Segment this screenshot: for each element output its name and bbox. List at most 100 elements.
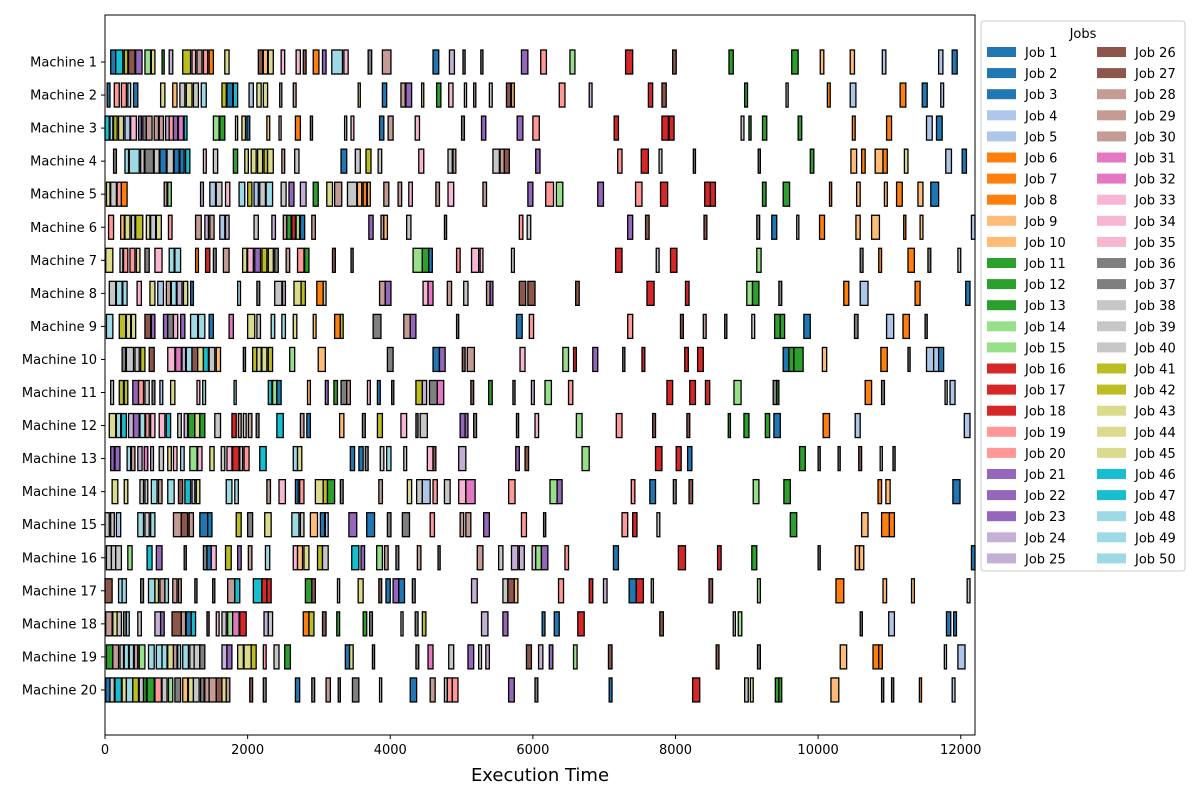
legend-label: Job 45 (1134, 447, 1176, 462)
task-bar (246, 181, 253, 207)
task-bar (817, 545, 821, 571)
task-bar (668, 115, 675, 141)
task-bar (446, 280, 453, 307)
legend-label: Job 25 (1024, 552, 1066, 567)
task-bar (311, 214, 317, 240)
task-bar (333, 379, 339, 406)
task-bar (892, 445, 896, 472)
task-bar (796, 214, 800, 240)
task-bar (292, 82, 297, 108)
task-bar (641, 346, 646, 373)
task-bar (613, 115, 620, 141)
task-bar (105, 545, 113, 571)
task-bar (326, 181, 334, 207)
task-bar (849, 82, 857, 108)
y-tick-label: Machine 6 (30, 221, 97, 236)
task-bar (378, 478, 384, 505)
task-bar (155, 644, 163, 670)
legend-label: Job 3 (1024, 88, 1057, 103)
legend-label: Job 47 (1134, 489, 1176, 504)
task-bar (267, 49, 274, 75)
task-bar (403, 313, 411, 340)
task-bar (184, 148, 191, 174)
task-bar (250, 148, 257, 174)
y-tick-label: Machine 15 (22, 518, 97, 533)
task-bar (189, 280, 195, 307)
task-bar (850, 148, 858, 174)
legend-swatch (987, 511, 1016, 522)
task-bar (644, 214, 650, 240)
task-bar (262, 49, 269, 75)
task-bar (110, 512, 115, 538)
task-bar (295, 49, 302, 75)
task-bar (112, 148, 118, 174)
legend-swatch (987, 68, 1016, 79)
task-bar (418, 148, 425, 174)
legend-swatch (987, 321, 1016, 332)
task-bar (221, 611, 227, 637)
task-bar (159, 148, 167, 174)
task-bar (154, 677, 162, 703)
task-bar (183, 545, 187, 571)
task-bar (105, 644, 114, 670)
task-bar (518, 280, 527, 307)
task-bar (360, 545, 366, 571)
x-tick-label: 2000 (231, 743, 264, 758)
task-bar (202, 49, 209, 75)
task-bar (918, 677, 923, 703)
task-bar (337, 677, 341, 703)
task-bar (317, 346, 327, 373)
task-bar (483, 512, 491, 538)
task-bar (302, 49, 307, 75)
task-bar (564, 545, 570, 571)
task-bar (150, 49, 156, 75)
task-bar (174, 677, 182, 703)
task-bar (172, 82, 178, 108)
task-bar (737, 611, 743, 637)
legend-label: Job 17 (1024, 384, 1066, 399)
task-bar (368, 611, 374, 637)
legend-swatch (1097, 152, 1126, 163)
task-bar (135, 49, 143, 75)
task-bar (362, 181, 368, 207)
task-bar (115, 280, 123, 307)
task-bar (226, 644, 233, 670)
task-bar (839, 644, 848, 670)
task-bar (921, 82, 928, 108)
legend-label: Job 5 (1024, 130, 1057, 145)
task-bar (326, 478, 336, 505)
legend-label: Job 36 (1134, 257, 1176, 272)
task-bar (545, 181, 555, 207)
task-bar (119, 247, 124, 273)
task-bar (159, 82, 166, 108)
task-bar (630, 478, 636, 505)
task-bar (108, 412, 117, 439)
task-bar (340, 148, 348, 174)
task-bar (134, 346, 140, 373)
task-bar (356, 181, 363, 207)
x-tick-label: 6000 (516, 743, 549, 758)
task-bar (147, 578, 156, 604)
task-bar (255, 412, 260, 439)
legend-swatch (987, 194, 1016, 205)
task-bar (669, 247, 678, 273)
task-bar (541, 611, 546, 637)
task-bar (256, 82, 262, 108)
x-tick-label: 10000 (797, 743, 838, 758)
task-bar (527, 280, 536, 307)
legend-label: Job 30 (1134, 130, 1176, 145)
task-bar (528, 313, 535, 340)
task-bar (267, 611, 274, 637)
task-bar (879, 445, 883, 472)
task-bar (140, 148, 145, 174)
task-bar (684, 280, 690, 307)
task-bar (709, 181, 717, 207)
task-bar (461, 346, 466, 373)
y-tick-label: Machine 18 (22, 617, 97, 632)
task-bar (158, 412, 166, 439)
task-bar (488, 379, 493, 406)
task-bar (530, 379, 535, 406)
task-bar (165, 280, 172, 307)
task-bar (209, 445, 215, 472)
task-bar (132, 412, 140, 439)
